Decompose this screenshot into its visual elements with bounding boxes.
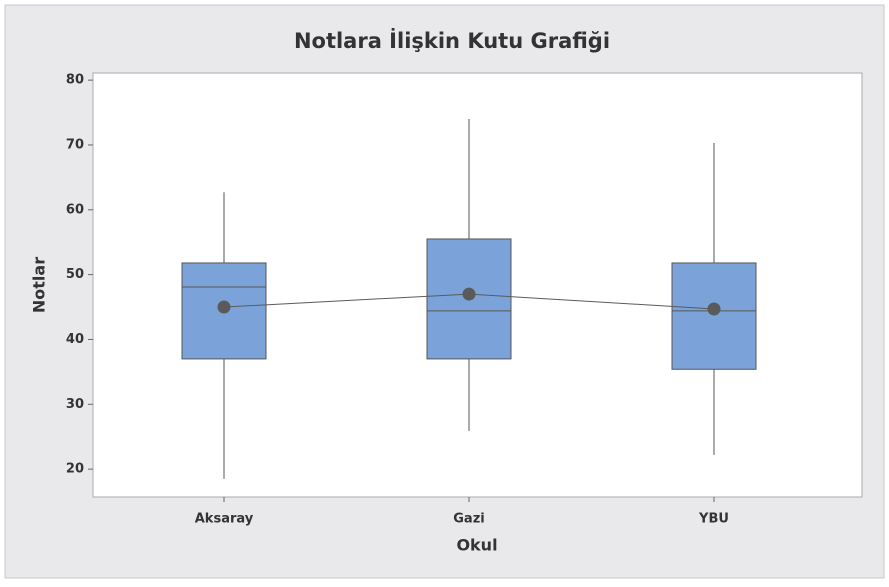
box xyxy=(671,262,757,370)
mean-marker xyxy=(462,287,476,301)
y-tick-label: 70 xyxy=(66,137,84,152)
y-tick-label: 80 xyxy=(66,73,84,88)
y-tick-label: 20 xyxy=(66,462,84,477)
x-tick-label: YBU xyxy=(698,512,729,527)
y-tick-label: 30 xyxy=(66,397,84,412)
chart-title: Notlara İlişkin Kutu Grafiği xyxy=(294,28,610,53)
y-tick-label: 40 xyxy=(66,332,84,347)
x-tick-label: Aksaray xyxy=(195,512,254,527)
mean-marker xyxy=(217,300,231,314)
y-tick-label: 60 xyxy=(66,202,84,217)
y-tick-label: 50 xyxy=(66,267,84,282)
x-axis-label: Okul xyxy=(456,536,497,555)
mean-marker xyxy=(707,302,721,316)
x-tick-label: Gazi xyxy=(453,512,484,527)
y-axis-label: Notlar xyxy=(30,257,49,313)
